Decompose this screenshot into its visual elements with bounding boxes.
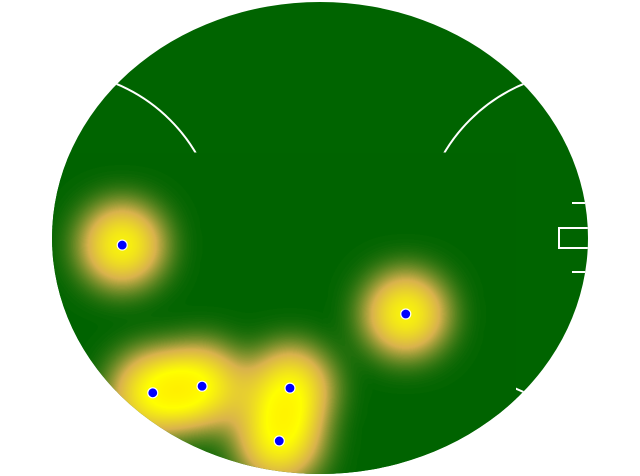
goal-square-right: [558, 227, 588, 249]
goal-square-left: [52, 227, 82, 249]
point: [147, 387, 159, 399]
point: [273, 435, 285, 447]
point: [196, 380, 208, 392]
arc-left: [52, 70, 220, 406]
point: [400, 308, 412, 320]
points: [116, 239, 412, 447]
point: [284, 382, 296, 394]
centre-square: [237, 154, 404, 321]
arc-right: [420, 70, 588, 406]
point: [116, 239, 128, 251]
